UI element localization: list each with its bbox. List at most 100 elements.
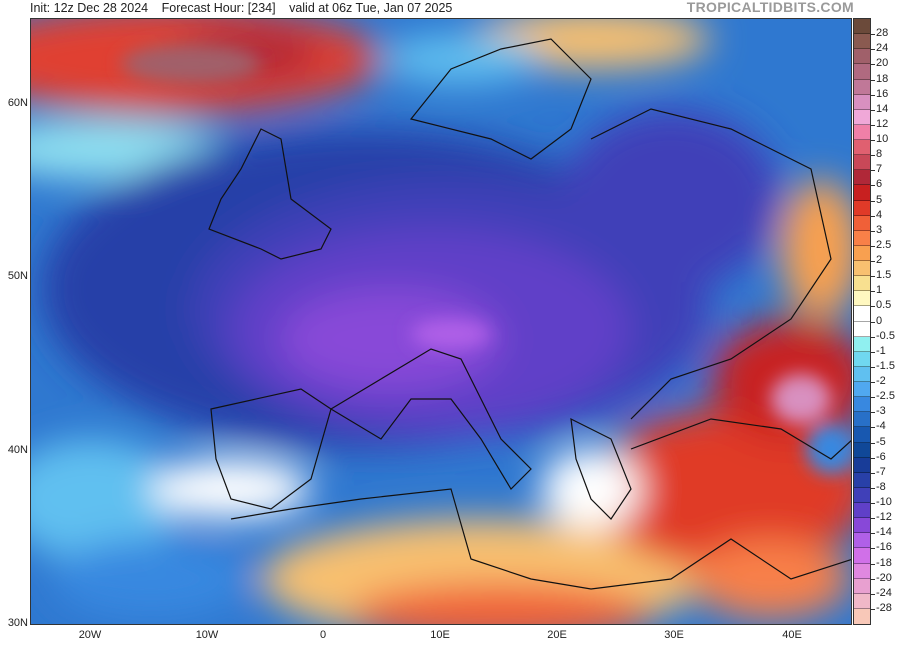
colorbar-label: 2.5 bbox=[876, 238, 892, 251]
colorbar-band bbox=[854, 427, 870, 443]
colorbar-tick bbox=[871, 442, 875, 444]
colorbar-band bbox=[854, 230, 870, 246]
colorbar-band bbox=[854, 64, 870, 80]
colorbar-tick bbox=[871, 109, 875, 111]
colorbar-tick bbox=[871, 382, 875, 383]
lat-label-30n: 30N bbox=[7, 617, 28, 629]
colorbar-band bbox=[854, 412, 870, 428]
colorbar-tick bbox=[871, 34, 875, 36]
colorbar-tick bbox=[871, 64, 875, 66]
colorbar-band bbox=[854, 548, 870, 564]
colorbar-label: 6 bbox=[876, 178, 883, 191]
colorbar-band bbox=[854, 503, 870, 519]
colorbar-label: -28 bbox=[876, 601, 892, 614]
colorbar-band bbox=[854, 276, 870, 292]
colorbar-tick bbox=[871, 276, 875, 278]
colorbar-label: 12 bbox=[876, 117, 889, 130]
colorbar-tick bbox=[871, 578, 875, 580]
colorbar-label: -1 bbox=[876, 344, 886, 357]
colorbar-tick bbox=[871, 518, 875, 520]
lon-label-20e: 20E bbox=[547, 629, 567, 641]
colorbar-tick bbox=[871, 49, 875, 51]
colorbar-band bbox=[854, 215, 870, 231]
map-field bbox=[31, 19, 851, 624]
colorbar-label: 14 bbox=[876, 102, 889, 115]
colorbar-tick bbox=[871, 215, 875, 217]
colorbar-tick bbox=[871, 79, 875, 81]
colorbar-band bbox=[854, 518, 870, 534]
brand-watermark: TROPICALTIDBITS.COM bbox=[686, 0, 854, 15]
colorbar-tick bbox=[871, 155, 875, 157]
colorbar-label: 18 bbox=[876, 72, 889, 85]
colorbar-tick bbox=[871, 321, 875, 323]
colorbar-label: 7 bbox=[876, 163, 883, 176]
colorbar-label: -7 bbox=[876, 465, 886, 478]
colorbar-tick bbox=[871, 412, 875, 414]
colorbar-tick bbox=[871, 291, 875, 293]
colorbar-band bbox=[854, 533, 870, 549]
colorbar-band bbox=[854, 291, 870, 307]
colorbar-band bbox=[854, 382, 870, 398]
colorbar-band bbox=[854, 200, 870, 216]
lon-label-10w: 10W bbox=[195, 629, 219, 641]
colorbar-band bbox=[854, 155, 870, 171]
lat-label-50n: 50N bbox=[7, 270, 28, 282]
lon-label-10e: 10E bbox=[430, 629, 450, 641]
colorbar-band bbox=[854, 245, 870, 261]
forecast-hour: Forecast Hour: [234] bbox=[161, 1, 276, 15]
colorbar-tick bbox=[871, 457, 875, 459]
colorbar-tick bbox=[871, 608, 875, 610]
lon-label-30e: 30E bbox=[664, 629, 684, 641]
colorbar-label: -12 bbox=[876, 511, 892, 524]
colorbar-label: 20 bbox=[876, 57, 889, 70]
colorbar-label: 2 bbox=[876, 254, 883, 266]
colorbar-tick bbox=[871, 170, 875, 172]
colorbar-label: 24 bbox=[876, 42, 889, 55]
colorbar-label: -5 bbox=[876, 435, 886, 448]
colorbar-band bbox=[854, 366, 870, 382]
coastlines bbox=[208, 38, 851, 590]
colorbar-tick bbox=[871, 200, 875, 202]
colorbar-tick bbox=[871, 351, 875, 353]
colorbar-band bbox=[854, 563, 870, 579]
lat-label-40n: 40N bbox=[7, 444, 28, 456]
colorbar-tick bbox=[871, 306, 875, 308]
colorbar-tick bbox=[871, 230, 875, 232]
colorbar-label: 16 bbox=[876, 87, 889, 100]
colorbar bbox=[853, 18, 871, 625]
lon-label-40e: 40E bbox=[782, 629, 802, 641]
colorbar-band bbox=[854, 109, 870, 125]
lon-label-20w: 20W bbox=[78, 629, 102, 641]
colorbar-label: -6 bbox=[876, 450, 886, 463]
colorbar-label: -16 bbox=[876, 541, 892, 554]
colorbar-tick bbox=[871, 94, 875, 96]
colorbar-band bbox=[854, 442, 870, 458]
colorbar-tick bbox=[871, 185, 875, 187]
colorbar-band bbox=[854, 351, 870, 367]
colorbar-label: -8 bbox=[876, 480, 886, 493]
colorbar-band bbox=[854, 185, 870, 201]
colorbar-tick bbox=[871, 472, 875, 474]
colorbar-label: 1 bbox=[876, 284, 883, 297]
colorbar-band bbox=[854, 608, 870, 624]
temperature-anomaly-map[interactable] bbox=[30, 18, 852, 625]
lat-label-60n: 60N bbox=[7, 97, 28, 109]
colorbar-band bbox=[854, 472, 870, 488]
colorbar-band bbox=[854, 49, 870, 65]
colorbar-label: -2.5 bbox=[876, 390, 895, 403]
colorbar-band bbox=[854, 397, 870, 413]
colorbar-tick bbox=[871, 548, 875, 550]
colorbar-label: -14 bbox=[876, 526, 892, 539]
colorbar-label: 28 bbox=[876, 27, 889, 40]
colorbar-label: -24 bbox=[876, 586, 892, 599]
colorbar-band bbox=[854, 578, 870, 594]
colorbar-tick bbox=[871, 245, 875, 247]
colorbar-band bbox=[854, 94, 870, 110]
colorbar-tick bbox=[871, 366, 875, 368]
colorbar-band bbox=[854, 261, 870, 277]
colorbar-tick bbox=[871, 427, 875, 429]
colorbar-label: -1.5 bbox=[876, 359, 895, 372]
colorbar-label: 8 bbox=[876, 148, 883, 161]
colorbar-label: -2 bbox=[876, 375, 886, 387]
colorbar-band bbox=[854, 336, 870, 352]
